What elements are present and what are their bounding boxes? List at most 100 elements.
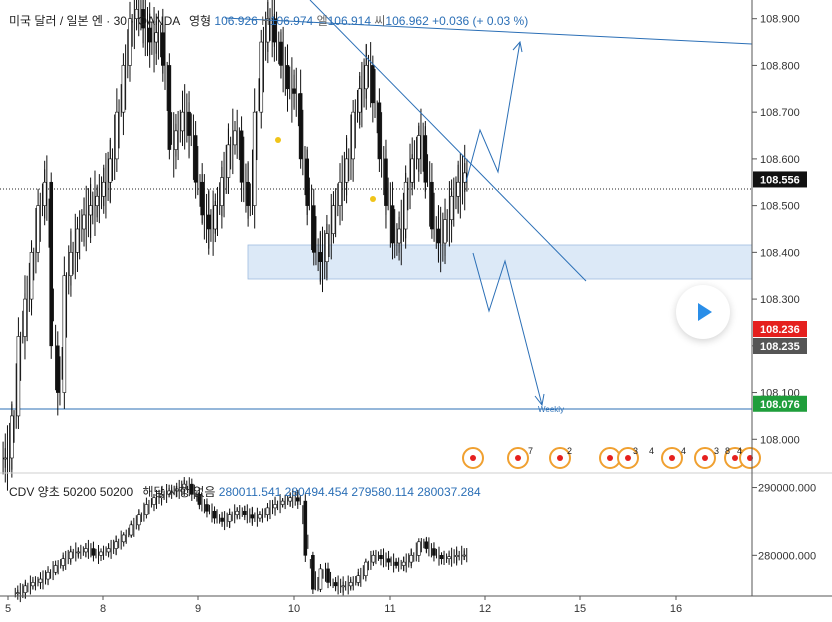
event-marker[interactable]: [617, 447, 639, 469]
candle: [211, 503, 218, 524]
candle: [249, 506, 256, 526]
candle: [245, 161, 251, 227]
bullish-path: [465, 41, 521, 183]
high-label: H: [261, 14, 270, 28]
event-marker[interactable]: [739, 447, 761, 469]
time-tick-label: 16: [670, 603, 682, 615]
candle: [87, 177, 94, 244]
event-count: 4: [649, 446, 654, 456]
candle: [256, 507, 263, 527]
event-marker[interactable]: [462, 447, 484, 469]
candle: [317, 226, 324, 293]
price-tags: 108.556 108.236 108.235 108.076: [753, 171, 807, 412]
candle: [370, 549, 377, 570]
event-marker[interactable]: [724, 447, 746, 469]
event-marker[interactable]: [507, 447, 529, 469]
event-count: 4: [737, 446, 742, 456]
candle: [294, 489, 301, 509]
bearish-arrowhead: [534, 393, 545, 407]
candle: [35, 188, 41, 274]
candle: [153, 7, 159, 73]
price-tag: [753, 171, 807, 188]
candle: [114, 88, 120, 180]
candle: [94, 170, 100, 236]
candle: [67, 545, 74, 565]
open-value: 106.926: [214, 14, 258, 28]
top-trend-line: [224, 17, 753, 45]
candle: [377, 548, 385, 568]
candle: [291, 57, 297, 123]
price-tag-label: 108.556: [760, 174, 800, 186]
candle: [330, 188, 337, 260]
candle: [60, 550, 67, 572]
low-label: 엘: [316, 14, 328, 28]
candle: [101, 153, 107, 219]
candle: [402, 165, 409, 249]
candle: [238, 116, 245, 203]
price-tick-label: 108.400: [760, 247, 800, 259]
candle: [232, 108, 238, 175]
event-marker[interactable]: [661, 447, 683, 469]
candle: [350, 99, 356, 182]
candle: [324, 562, 332, 589]
candle: [41, 155, 48, 226]
candle: [28, 240, 35, 316]
candle: [22, 275, 28, 360]
indicator-value: 280494.454: [284, 485, 349, 499]
candle: [97, 544, 105, 564]
event-marker[interactable]: [694, 447, 716, 469]
price-tag: [753, 320, 807, 337]
candle: [219, 151, 225, 229]
candle: [150, 489, 158, 512]
time-tick-label: 12: [479, 603, 491, 615]
indicator-candles: [14, 477, 468, 603]
price-tag: [753, 337, 807, 354]
candle: [393, 553, 400, 573]
candle: [362, 558, 369, 582]
candle: [135, 509, 142, 531]
candle: [166, 483, 173, 503]
candle: [297, 69, 304, 176]
candle: [81, 185, 87, 252]
candle: [15, 317, 22, 430]
candle: [226, 508, 233, 529]
event-count: 8: [725, 446, 730, 456]
support-zone: [247, 244, 753, 280]
candle: [219, 511, 226, 531]
symbol-title[interactable]: 미국 달러 / 일본 엔 · 30 · OANDA: [9, 14, 180, 28]
candle: [355, 567, 362, 587]
play-button[interactable]: [676, 285, 730, 339]
event-count: 4: [681, 446, 686, 456]
candle: [385, 550, 392, 570]
weekly-label: Weekly: [538, 405, 564, 414]
main-candles: [2, 0, 468, 491]
event-marker[interactable]: [549, 447, 571, 469]
candle: [317, 564, 324, 593]
candle: [179, 84, 186, 150]
candle: [389, 181, 396, 260]
change-value: +0.036 (+ 0.03 %): [432, 14, 529, 28]
price-tag-label: 108.076: [760, 399, 800, 411]
candle: [423, 536, 430, 557]
candle: [181, 477, 188, 497]
candle: [408, 548, 415, 569]
candle: [278, 26, 284, 93]
event-count: 3: [714, 446, 719, 456]
price-tick-label: 108.600: [760, 154, 800, 166]
candle: [52, 560, 59, 581]
candle: [45, 566, 52, 586]
indicator-title[interactable]: CDV 양초 50200 50200: [9, 485, 134, 499]
candle: [453, 546, 460, 566]
candle: [279, 494, 286, 514]
indicator-value: 280011.541: [218, 485, 282, 499]
indicator-note: 해당 사항 없음: [142, 485, 216, 499]
candle: [409, 137, 415, 210]
candle: [438, 546, 445, 566]
candle: [120, 44, 127, 136]
candle: [212, 186, 218, 256]
candle: [324, 214, 330, 281]
candle: [192, 114, 199, 199]
candle: [199, 163, 205, 240]
